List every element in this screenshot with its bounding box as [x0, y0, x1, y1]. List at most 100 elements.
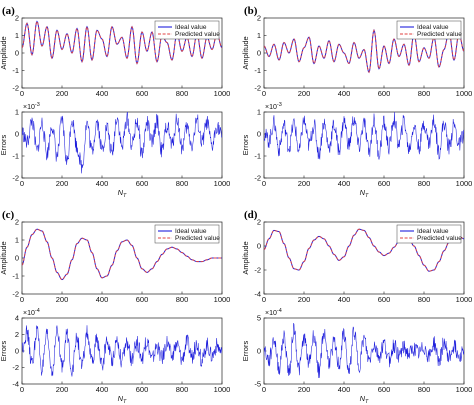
x-tick-label: 400	[96, 89, 109, 98]
y-tick-label: 0	[15, 49, 19, 58]
y-tick-label: 2	[257, 218, 261, 227]
x-tick-label: 1000	[214, 89, 231, 98]
x-axis-label-subscript: T	[365, 193, 369, 199]
predicted-value-line	[22, 228, 222, 281]
x-tick-label: 1000	[456, 179, 473, 188]
y-tick-label: -4	[12, 380, 19, 389]
legend-box	[396, 20, 462, 40]
exponent-label: ×10-3	[265, 102, 282, 111]
y-axis-label: Errors	[241, 341, 250, 362]
legend-label: Ideal value	[417, 228, 449, 235]
y-tick-label: 0	[257, 347, 261, 356]
x-tick-label: 200	[56, 295, 69, 304]
predicted-value-line	[264, 29, 464, 74]
x-axis-label-main: N	[118, 394, 124, 403]
y-tick-label: 0	[257, 242, 261, 251]
error-series-line	[264, 112, 464, 160]
x-tick-label: 600	[136, 89, 149, 98]
y-tick-label: 0	[15, 347, 19, 356]
x-tick-label: 800	[418, 179, 431, 188]
y-tick-label: -1	[254, 66, 261, 75]
x-tick-label: 200	[298, 385, 311, 394]
x-tick-label: 800	[418, 89, 431, 98]
y-axis-label: Errors	[241, 135, 250, 156]
exponent-power: -3	[35, 102, 40, 108]
error-series-line	[22, 325, 222, 377]
x-tick-label: 0	[262, 385, 266, 394]
y-tick-label: -2	[254, 266, 261, 275]
y-tick-label: -2	[12, 290, 19, 299]
x-tick-label: 400	[338, 385, 351, 394]
x-tick-label: 200	[298, 89, 311, 98]
x-tick-label: 200	[298, 295, 311, 304]
x-tick-label: 1000	[214, 179, 231, 188]
error-series-line	[22, 112, 222, 174]
legend-label: Ideal value	[417, 24, 449, 31]
y-tick-label: 1	[15, 31, 19, 40]
y-tick-label: -5	[254, 380, 261, 389]
legend-label: Predicted value	[417, 235, 462, 242]
chart-panel-4: 0 200 400 600 800 1000 -2 -1 0 1 2 Amplitude (c) Idea…	[0, 209, 230, 304]
x-tick-label: 600	[378, 179, 391, 188]
x-tick-label: 800	[418, 385, 431, 394]
chart-panel-2: 0 200 400 600 800 1000 -2 -1 0 1 Errors NT ×10-3	[0, 102, 230, 199]
legend-label: Predicted value	[417, 31, 462, 38]
y-tick-label: 1	[15, 236, 19, 245]
x-tick-label: 400	[338, 295, 351, 304]
x-tick-label: 400	[96, 179, 109, 188]
exponent-base: ×10	[23, 104, 35, 111]
y-axis-label: Amplitude	[241, 36, 250, 69]
x-axis-label-subscript: T	[123, 399, 127, 405]
x-tick-label: 600	[378, 89, 391, 98]
panel-label: (a)	[2, 5, 15, 17]
x-tick-label: 800	[176, 179, 189, 188]
x-tick-label: 1000	[456, 295, 473, 304]
y-tick-label: -2	[12, 174, 19, 183]
legend-box	[154, 20, 220, 40]
x-tick-label: 1000	[214, 295, 231, 304]
x-tick-label: 0	[20, 385, 24, 394]
x-axis-label-subscript: T	[365, 399, 369, 405]
x-tick-label: 1000	[214, 385, 231, 394]
y-axis-label: Errors	[0, 135, 8, 156]
exponent-base: ×10	[265, 104, 277, 111]
x-tick-label: 600	[378, 295, 391, 304]
panel-label: (c)	[2, 209, 15, 221]
predicted-value-line	[22, 20, 222, 65]
error-series-line	[264, 323, 464, 379]
y-tick-label: 1	[257, 108, 261, 117]
x-tick-label: 600	[136, 385, 149, 394]
y-tick-label: -1	[254, 152, 261, 161]
x-tick-label: 200	[298, 179, 311, 188]
y-axis-label: Amplitude	[0, 241, 8, 274]
y-tick-label: 0	[15, 130, 19, 139]
y-tick-label: -1	[12, 66, 19, 75]
x-axis-label: NT	[118, 188, 127, 199]
x-tick-label: 0	[262, 179, 266, 188]
y-axis-label: Amplitude	[0, 36, 8, 69]
chart-panel-3: 0 200 400 600 800 1000 -2 -1 0 1 Errors NT ×10-3	[241, 102, 472, 199]
x-tick-label: 400	[96, 295, 109, 304]
panel-label: (d)	[244, 209, 258, 221]
y-tick-label: -1	[12, 152, 19, 161]
y-tick-label: -2	[12, 84, 19, 93]
y-axis-label: Errors	[0, 341, 8, 362]
predicted-value-line	[264, 228, 464, 272]
x-tick-label: 800	[176, 89, 189, 98]
x-tick-label: 800	[418, 295, 431, 304]
x-tick-label: 0	[20, 179, 24, 188]
y-axis-label: Amplitude	[241, 241, 250, 274]
x-tick-label: 0	[20, 295, 24, 304]
legend-label: Predicted value	[175, 31, 220, 38]
y-tick-label: 2	[15, 218, 19, 227]
y-tick-label: 0	[257, 130, 261, 139]
y-tick-label: 4	[15, 314, 19, 323]
x-tick-label: 600	[136, 179, 149, 188]
exponent-label: ×10-4	[23, 308, 40, 317]
y-tick-label: -2	[12, 363, 19, 372]
x-tick-label: 800	[176, 385, 189, 394]
